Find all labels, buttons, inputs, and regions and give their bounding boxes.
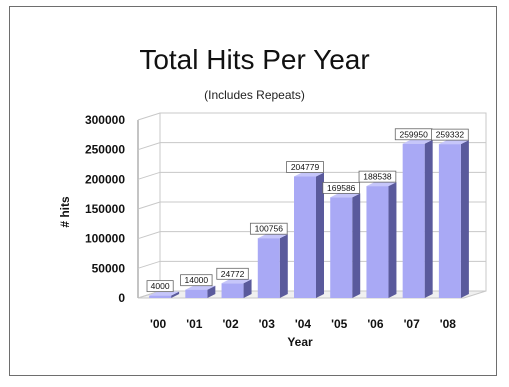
x-tick-label: '06 <box>367 317 384 331</box>
data-label: 259950 <box>399 129 428 139</box>
bar-06 <box>366 182 397 298</box>
bar-side <box>171 291 180 298</box>
y-tick-label: 200000 <box>85 172 125 186</box>
bar-08 <box>438 140 469 298</box>
y-tick-label: 50000 <box>92 261 126 275</box>
gridline <box>137 142 486 151</box>
bar-top <box>366 182 397 187</box>
data-label: 204779 <box>291 162 320 172</box>
data-label: 14000 <box>185 275 209 285</box>
chart-title: Total Hits Per Year <box>139 44 370 75</box>
y-tick-label: 0 <box>118 291 125 305</box>
bar-05 <box>330 193 361 298</box>
bar-front <box>438 144 461 298</box>
bar-front <box>257 238 280 298</box>
bar-01 <box>185 285 216 298</box>
data-label-box <box>322 181 361 194</box>
data-label-box <box>358 170 397 183</box>
bar-top <box>257 234 288 239</box>
bar-side <box>388 182 397 298</box>
data-label-box <box>286 161 324 173</box>
bar-top <box>402 139 433 144</box>
bar-top <box>438 140 469 145</box>
data-label: 169586 <box>327 183 356 193</box>
bar-side <box>243 279 252 298</box>
bar-front <box>185 289 208 298</box>
data-label: 4000 <box>151 281 170 291</box>
bar-00 <box>149 291 180 298</box>
bar-front <box>366 186 389 298</box>
bar-side <box>424 139 433 298</box>
bar-04 <box>294 172 324 298</box>
x-tick-label: '01 <box>186 317 203 331</box>
bar-top <box>330 193 361 198</box>
bar-top <box>185 285 216 290</box>
bar-front <box>294 176 316 298</box>
bar-front <box>330 197 353 298</box>
bar-side <box>352 193 361 298</box>
data-label-box <box>146 280 174 293</box>
bar-front <box>221 283 244 298</box>
x-tick-label: '07 <box>404 317 421 331</box>
bar-side <box>279 234 288 298</box>
bar-top <box>294 172 324 177</box>
bar-07 <box>402 139 433 298</box>
y-tick-label: 250000 <box>85 143 125 157</box>
bar-side <box>316 172 324 298</box>
data-label-box <box>180 274 213 287</box>
x-tick-label: '00 <box>150 317 167 331</box>
gridline <box>137 112 486 121</box>
x-axis-title: Year <box>287 335 313 349</box>
bar-front <box>149 295 172 298</box>
x-tick-label: '08 <box>440 317 457 331</box>
chart-subtitle: (Includes Repeats) <box>204 88 305 102</box>
bar-side <box>207 285 216 298</box>
bar-03 <box>257 234 288 298</box>
y-tick-label: 100000 <box>85 232 125 246</box>
y-tick-label: 300000 <box>85 113 125 127</box>
bar-top <box>221 279 252 284</box>
x-tick-label: '05 <box>331 317 348 331</box>
x-tick-label: '03 <box>259 317 276 331</box>
bar-side <box>460 140 469 298</box>
x-tick-label: '02 <box>222 317 239 331</box>
data-label-box <box>216 267 249 280</box>
labels-layer: 4000 14000 24772 100756 204779 169586 188538 25… <box>146 128 469 293</box>
bar-top <box>149 291 180 296</box>
y-axis-title: # hits <box>58 196 72 228</box>
y-tick-label: 150000 <box>85 202 125 216</box>
data-label: 259332 <box>436 130 465 140</box>
data-label: 188538 <box>363 172 392 182</box>
bar-front <box>402 143 425 298</box>
data-label: 100756 <box>255 224 284 234</box>
data-label-box <box>249 222 288 235</box>
bar-02 <box>221 279 252 298</box>
ticks-layer: 0 50000 100000 150000 200000 250000 300000 '00 '… <box>85 113 456 331</box>
x-tick-label: '04 <box>295 317 312 331</box>
bars-layer <box>149 139 469 298</box>
data-label-box <box>431 128 469 141</box>
data-label: 24772 <box>221 269 245 279</box>
